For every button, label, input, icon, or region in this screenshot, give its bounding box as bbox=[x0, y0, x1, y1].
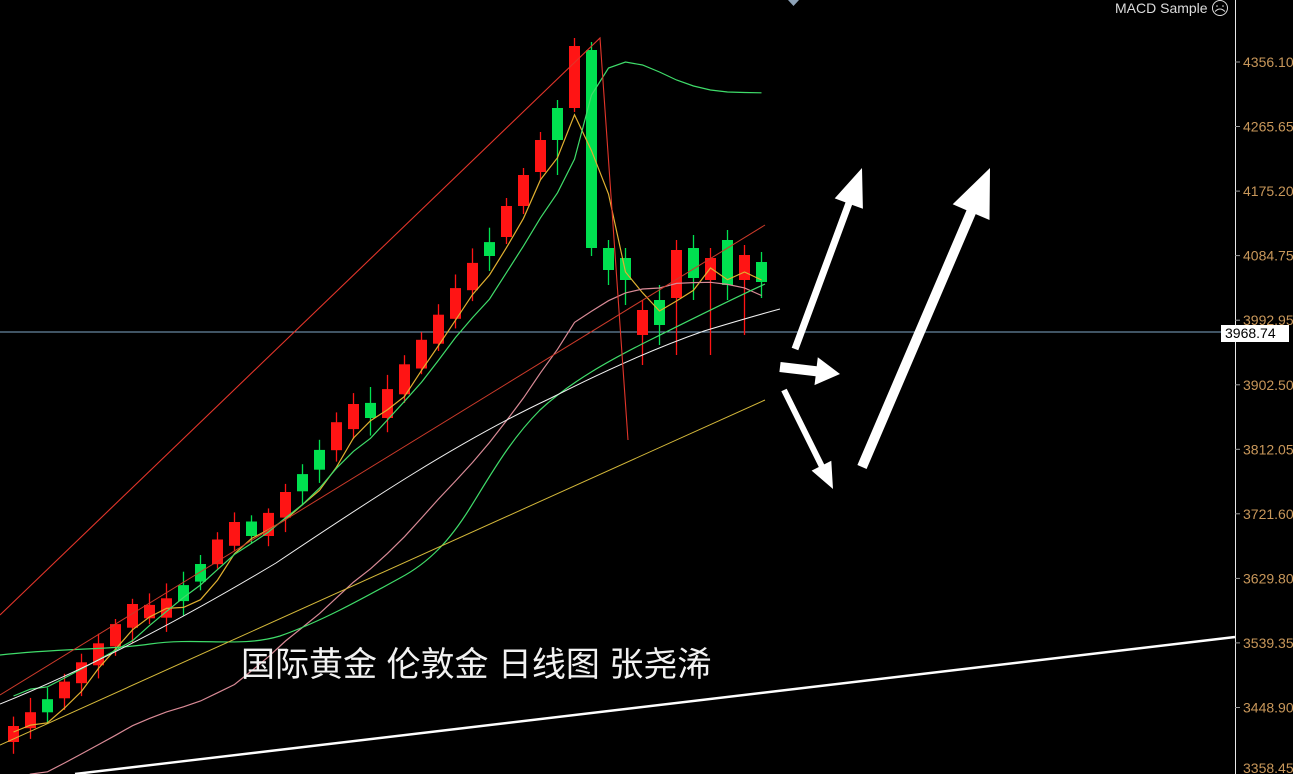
svg-text:3968.74: 3968.74 bbox=[1225, 325, 1276, 341]
svg-text:4175.20: 4175.20 bbox=[1243, 183, 1293, 199]
svg-text:3721.60: 3721.60 bbox=[1243, 506, 1293, 522]
svg-text:3812.05: 3812.05 bbox=[1243, 441, 1293, 457]
svg-text:3902.50: 3902.50 bbox=[1243, 377, 1293, 393]
svg-text:4356.10: 4356.10 bbox=[1243, 54, 1293, 70]
svg-text:3448.90: 3448.90 bbox=[1243, 700, 1293, 716]
svg-text:3358.45: 3358.45 bbox=[1243, 760, 1293, 774]
svg-text:3539.35: 3539.35 bbox=[1243, 635, 1293, 651]
svg-text:3629.80: 3629.80 bbox=[1243, 570, 1293, 586]
svg-text:MACD Sample: MACD Sample bbox=[1115, 0, 1208, 16]
svg-text:4265.65: 4265.65 bbox=[1243, 119, 1293, 135]
svg-text:国际黄金 伦敦金 日线图 张尧浠: 国际黄金 伦敦金 日线图 张尧浠 bbox=[241, 646, 711, 684]
svg-text:4084.75: 4084.75 bbox=[1243, 248, 1293, 264]
